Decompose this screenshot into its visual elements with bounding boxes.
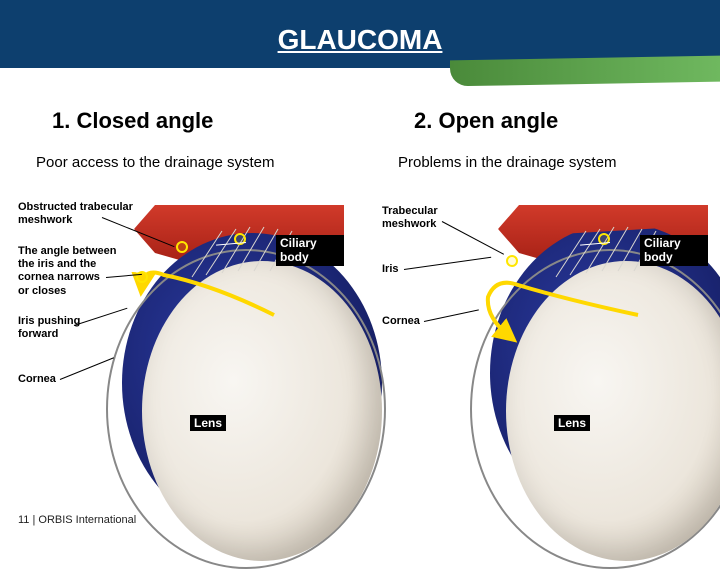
column-right: 2. Open angle Problems in the drainage s… bbox=[390, 108, 720, 183]
header-swoosh bbox=[450, 56, 720, 87]
label-ciliary-right: Ciliary body bbox=[640, 235, 708, 266]
column-right-subtitle: Problems in the drainage system bbox=[390, 154, 720, 173]
label-lens-left: Lens bbox=[190, 415, 226, 431]
label-cornea-right: Cornea bbox=[382, 315, 420, 328]
highlight-trabecular-left bbox=[176, 241, 188, 253]
column-left: 1. Closed angle Poor access to the drain… bbox=[28, 108, 368, 183]
column-left-subtitle: Poor access to the drainage system bbox=[28, 154, 368, 173]
page-title: GLAUCOMA bbox=[0, 24, 720, 56]
label-angle: The angle between the iris and the corne… bbox=[18, 245, 116, 298]
highlight-angle-left bbox=[136, 271, 148, 283]
label-iris-right: Iris bbox=[382, 263, 399, 276]
column-right-heading: 2. Open angle bbox=[390, 108, 720, 134]
label-ciliary-left: Ciliary body bbox=[276, 235, 344, 266]
footer-text: 11 | ORBIS International bbox=[18, 514, 136, 526]
column-left-heading: 1. Closed angle bbox=[28, 108, 368, 134]
label-lens-right: Lens bbox=[554, 415, 590, 431]
label-trabecular: Trabecular meshwork bbox=[382, 205, 438, 231]
label-cornea-left: Cornea bbox=[18, 373, 56, 386]
diagram-closed-angle: Obstructed trabecular meshwork The angle… bbox=[14, 205, 344, 465]
diagram-open-angle: Trabecular meshwork Iris Cornea Ciliary … bbox=[378, 205, 708, 465]
highlight-trabecular-right bbox=[506, 255, 518, 267]
label-iris-push: Iris pushing forward bbox=[18, 315, 80, 341]
